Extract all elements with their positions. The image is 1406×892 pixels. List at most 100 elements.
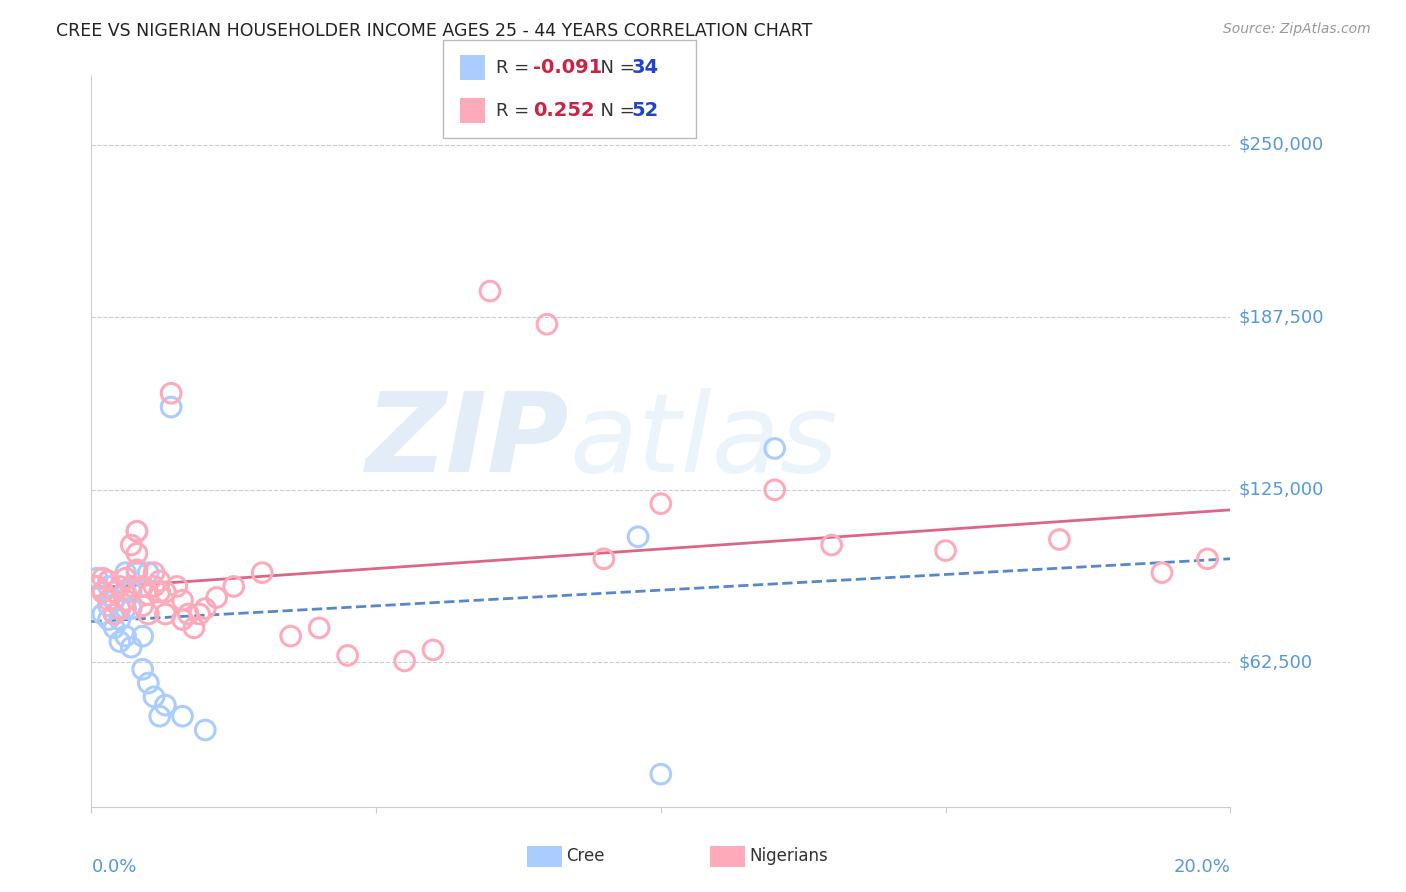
Point — [172, 613, 194, 627]
Point — [120, 538, 142, 552]
Point — [97, 574, 120, 588]
Text: ZIP: ZIP — [366, 388, 569, 495]
Text: R =: R = — [496, 59, 536, 77]
Point — [103, 593, 125, 607]
Point — [250, 566, 273, 580]
Point — [1150, 566, 1173, 580]
Point — [114, 601, 136, 615]
Point — [125, 566, 148, 580]
Point — [131, 599, 153, 613]
Point — [131, 579, 153, 593]
Point — [138, 676, 160, 690]
Point — [120, 640, 142, 655]
Point — [91, 585, 114, 599]
Point — [125, 524, 148, 539]
Point — [478, 284, 502, 298]
Text: $250,000: $250,000 — [1239, 136, 1324, 153]
Text: Nigerians: Nigerians — [749, 847, 828, 865]
Point — [650, 497, 672, 511]
Point — [138, 566, 160, 580]
Point — [125, 524, 148, 539]
Point — [91, 607, 114, 621]
Point — [149, 585, 172, 599]
Point — [131, 662, 153, 676]
Point — [149, 709, 172, 723]
Point — [763, 442, 786, 456]
Point — [194, 601, 217, 615]
Text: Source: ZipAtlas.com: Source: ZipAtlas.com — [1223, 22, 1371, 37]
Point — [97, 579, 120, 593]
Point — [108, 601, 131, 615]
Text: atlas: atlas — [569, 388, 838, 495]
Point — [108, 613, 131, 627]
Point — [820, 538, 842, 552]
Point — [131, 629, 153, 643]
Text: 34: 34 — [631, 58, 658, 77]
Point — [172, 709, 194, 723]
Point — [125, 563, 148, 577]
Point — [138, 607, 160, 621]
Point — [108, 634, 131, 648]
Text: $62,500: $62,500 — [1239, 653, 1313, 672]
Point — [188, 607, 211, 621]
Point — [336, 648, 359, 663]
Text: Cree: Cree — [567, 847, 605, 865]
Point — [160, 386, 183, 401]
Point — [91, 585, 114, 599]
Point — [280, 629, 302, 643]
Point — [108, 579, 131, 593]
Point — [86, 571, 108, 585]
Point — [166, 579, 188, 593]
Point — [114, 571, 136, 585]
Point — [143, 690, 166, 704]
Point — [155, 607, 177, 621]
Point — [120, 579, 142, 593]
Point — [536, 317, 558, 331]
Point — [108, 601, 131, 615]
Text: -0.091: -0.091 — [533, 58, 602, 77]
Point — [149, 574, 172, 588]
Point — [160, 400, 183, 414]
Point — [650, 767, 672, 781]
Text: CREE VS NIGERIAN HOUSEHOLDER INCOME AGES 25 - 44 YEARS CORRELATION CHART: CREE VS NIGERIAN HOUSEHOLDER INCOME AGES… — [56, 22, 813, 40]
Point — [222, 579, 245, 593]
Point — [103, 607, 125, 621]
Point — [120, 585, 142, 599]
Point — [205, 591, 228, 605]
Point — [627, 530, 650, 544]
Point — [114, 629, 136, 643]
Text: $187,500: $187,500 — [1239, 309, 1324, 326]
Text: R =: R = — [496, 102, 541, 120]
Point — [120, 601, 142, 615]
Point — [103, 621, 125, 635]
Point — [183, 621, 205, 635]
Point — [125, 546, 148, 560]
Text: N =: N = — [589, 102, 641, 120]
Point — [1049, 533, 1071, 547]
Point — [155, 585, 177, 599]
Point — [103, 607, 125, 621]
Point — [422, 643, 444, 657]
Text: 20.0%: 20.0% — [1174, 858, 1230, 877]
Point — [114, 566, 136, 580]
Point — [97, 593, 120, 607]
Text: $125,000: $125,000 — [1239, 481, 1324, 499]
Text: 0.252: 0.252 — [533, 102, 595, 120]
Text: 0.0%: 0.0% — [91, 858, 136, 877]
Point — [1197, 552, 1219, 566]
Point — [143, 579, 166, 593]
Point — [194, 723, 217, 737]
Point — [103, 585, 125, 599]
Point — [114, 593, 136, 607]
Point — [143, 566, 166, 580]
Point — [593, 552, 616, 566]
Point — [155, 698, 177, 713]
Point — [308, 621, 330, 635]
Point — [177, 607, 200, 621]
Point — [172, 593, 194, 607]
Point — [97, 613, 120, 627]
Point — [394, 654, 416, 668]
Text: 52: 52 — [631, 102, 658, 120]
Point — [91, 571, 114, 585]
Point — [138, 588, 160, 602]
